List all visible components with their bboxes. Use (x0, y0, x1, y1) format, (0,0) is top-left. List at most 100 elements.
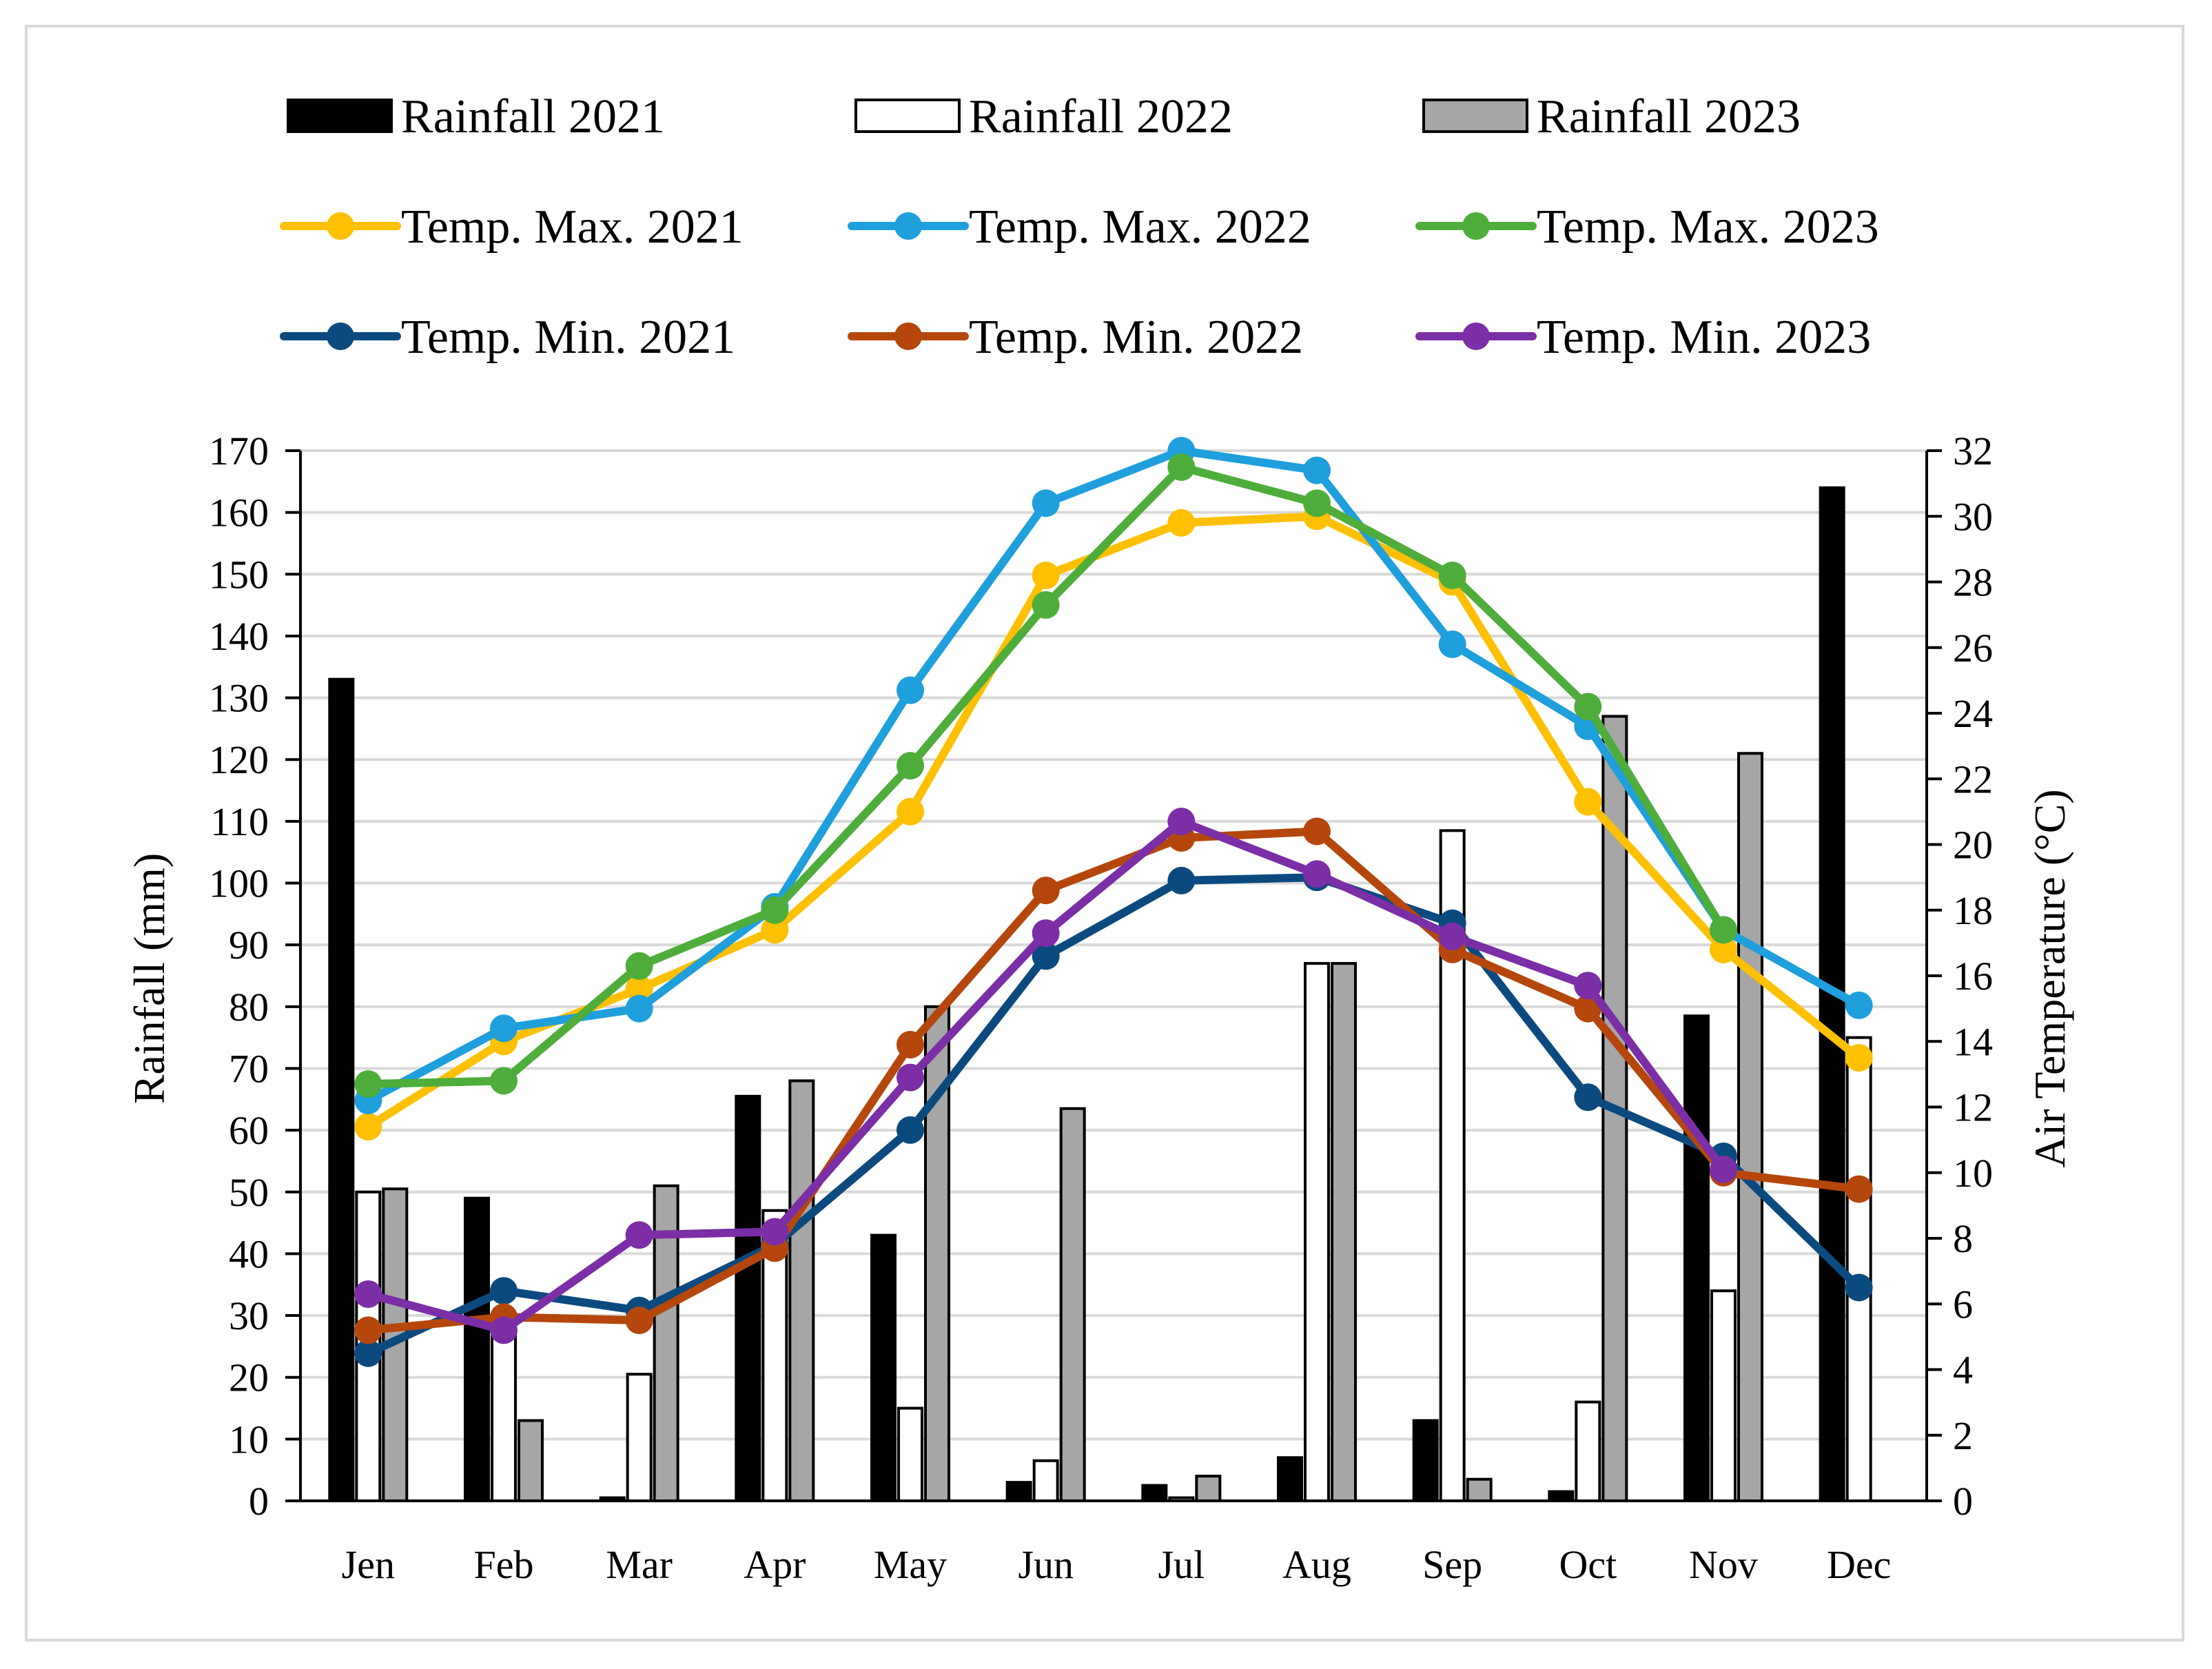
legend-marker (894, 212, 922, 240)
bar-rainfall-2023 (788, 1079, 815, 1502)
y2-tick-label: 0 (1953, 1479, 1973, 1524)
combo-chart: 0102030405060708090100110120130140150160… (125, 90, 2074, 1587)
y-tick-label: 140 (209, 614, 269, 659)
y2-tick-label: 2 (1953, 1413, 1973, 1458)
y2-tick-label: 6 (1953, 1282, 1973, 1327)
point-temp-min-2021 (1032, 942, 1060, 970)
line-temp-max-2021 (364, 512, 1863, 1132)
y2-tick-label: 16 (1953, 954, 1993, 999)
y-tick-label: 40 (229, 1231, 269, 1276)
y2-tick-label: 12 (1953, 1085, 1993, 1130)
point-temp-min-2022 (625, 1307, 653, 1335)
point-temp-min-2021 (354, 1339, 382, 1367)
x-tick-label: Jun (1018, 1542, 1074, 1587)
point-temp-max-2021 (625, 975, 653, 1003)
y-tick-label: 120 (209, 737, 269, 782)
point-temp-max-2022 (490, 1014, 518, 1043)
legend: Rainfall 2021 Rainfall 2022 Rainfall 2023 T… (280, 90, 1879, 364)
y-tick-label: 150 (209, 552, 269, 597)
bar-rainfall-2021 (1141, 1484, 1168, 1502)
x-tick-label: Mar (606, 1542, 673, 1587)
legend-swatch (854, 99, 961, 133)
bar-rainfall-2022 (1032, 1459, 1059, 1503)
y-tick-label: 160 (209, 491, 269, 535)
x-tick-label: Nov (1689, 1542, 1758, 1587)
figure-frame: 0 10 20 30 40 50 60 70 80 90 100 110 120 130 140 150 160… (25, 25, 2184, 1641)
bar-rainfall-2021 (1683, 1014, 1710, 1503)
bar-rainfall-2022 (626, 1373, 653, 1502)
point-temp-max-2023 (1303, 489, 1331, 518)
point-temp-max-2023 (761, 896, 789, 924)
point-temp-min-2021 (1574, 1083, 1602, 1112)
y2-axis-label: Air Temperature (°C) (2025, 789, 2074, 1168)
legend-label: Rainfall 2021 (401, 90, 665, 143)
point-temp-max-2021 (897, 797, 924, 826)
legend-label: Temp. Max. 2022 (969, 201, 1311, 254)
y-tick-label: 100 (209, 861, 269, 906)
point-temp-max-2022 (1303, 456, 1331, 484)
point-temp-max-2023 (354, 1070, 382, 1098)
legend-label: Rainfall 2022 (969, 90, 1233, 143)
point-temp-max-2022 (897, 676, 924, 704)
bar-rainfall-2021 (1277, 1456, 1303, 1503)
point-temp-max-2021 (1574, 788, 1602, 816)
y-tick-label: 80 (229, 985, 269, 1030)
bar-rainfall-2022 (1575, 1400, 1601, 1502)
x-tick-label: Apr (744, 1542, 806, 1587)
legend-label: Temp. Min. 2022 (969, 311, 1303, 364)
point-temp-min-2022 (897, 1031, 924, 1059)
y2-tick-label: 14 (1953, 1019, 1993, 1064)
point-temp-max-2021 (1845, 1044, 1873, 1072)
point-temp-max-2023 (1032, 591, 1060, 619)
y2-tick-label: 22 (1953, 757, 1993, 801)
point-temp-max-2023 (897, 752, 924, 780)
point-temp-min-2021 (897, 1116, 924, 1144)
y2-tick-label: 18 (1953, 888, 1993, 933)
point-temp-max-2023 (625, 952, 653, 980)
bar-rainfall-2022 (1304, 962, 1330, 1502)
point-temp-max-2021 (1710, 935, 1737, 963)
point-temp-min-2023 (1167, 808, 1196, 836)
bar-rainfall-2022 (897, 1406, 923, 1502)
x-tick-label: Dec (1827, 1542, 1891, 1587)
y-axis-label: Rainfall (mm) (125, 853, 174, 1104)
point-temp-min-2023 (897, 1063, 924, 1092)
point-temp-min-2022 (1303, 817, 1331, 846)
x-tick-label: Feb (474, 1542, 534, 1587)
y2-tick-label: 8 (1953, 1216, 1973, 1261)
y-tick-label: 50 (229, 1170, 269, 1215)
point-temp-max-2021 (761, 916, 789, 944)
y-tick-label: 90 (229, 923, 269, 967)
point-temp-max-2023 (1167, 453, 1196, 481)
legend-marker (1462, 322, 1490, 350)
x-tick-label: Jen (342, 1542, 395, 1587)
line-temp-min-2021 (364, 873, 1863, 1358)
y2-tick-label: 30 (1953, 494, 1993, 539)
bar-rainfall-2022 (1710, 1289, 1737, 1502)
bar-rainfall-2021 (735, 1094, 761, 1502)
y-tick-label: 0 (249, 1479, 269, 1524)
legend-label: Temp. Max. 2023 (1537, 201, 1879, 254)
point-temp-max-2022 (1845, 991, 1873, 1019)
legend-label: Temp. Max. 2021 (401, 201, 744, 254)
point-temp-min-2023 (1032, 919, 1060, 948)
point-temp-max-2021 (354, 1113, 382, 1141)
bar-rainfall-2021 (1005, 1481, 1032, 1503)
bar-rainfall-2021 (870, 1233, 897, 1503)
y-tick-label: 70 (229, 1046, 269, 1091)
gridlines (300, 449, 1927, 1441)
y-tick-label: 110 (210, 799, 269, 844)
legend-label: Temp. Min. 2023 (1537, 311, 1871, 364)
x-tick-label: Sep (1422, 1542, 1482, 1587)
point-temp-max-2023 (1710, 916, 1737, 944)
y-tick-label: 20 (229, 1355, 269, 1400)
point-temp-min-2023 (1574, 972, 1602, 1000)
bar-rainfall-2021 (328, 677, 355, 1502)
bar-rainfall-2023 (518, 1419, 544, 1503)
point-temp-max-2021 (1032, 561, 1060, 589)
line-temp-max-2022 (364, 447, 1863, 1105)
x-tick-label: Oct (1559, 1542, 1617, 1587)
legend-label: Rainfall 2023 (1537, 90, 1801, 143)
point-temp-max-2022 (1438, 630, 1466, 658)
y2-tick-label: 10 (1953, 1151, 1993, 1196)
